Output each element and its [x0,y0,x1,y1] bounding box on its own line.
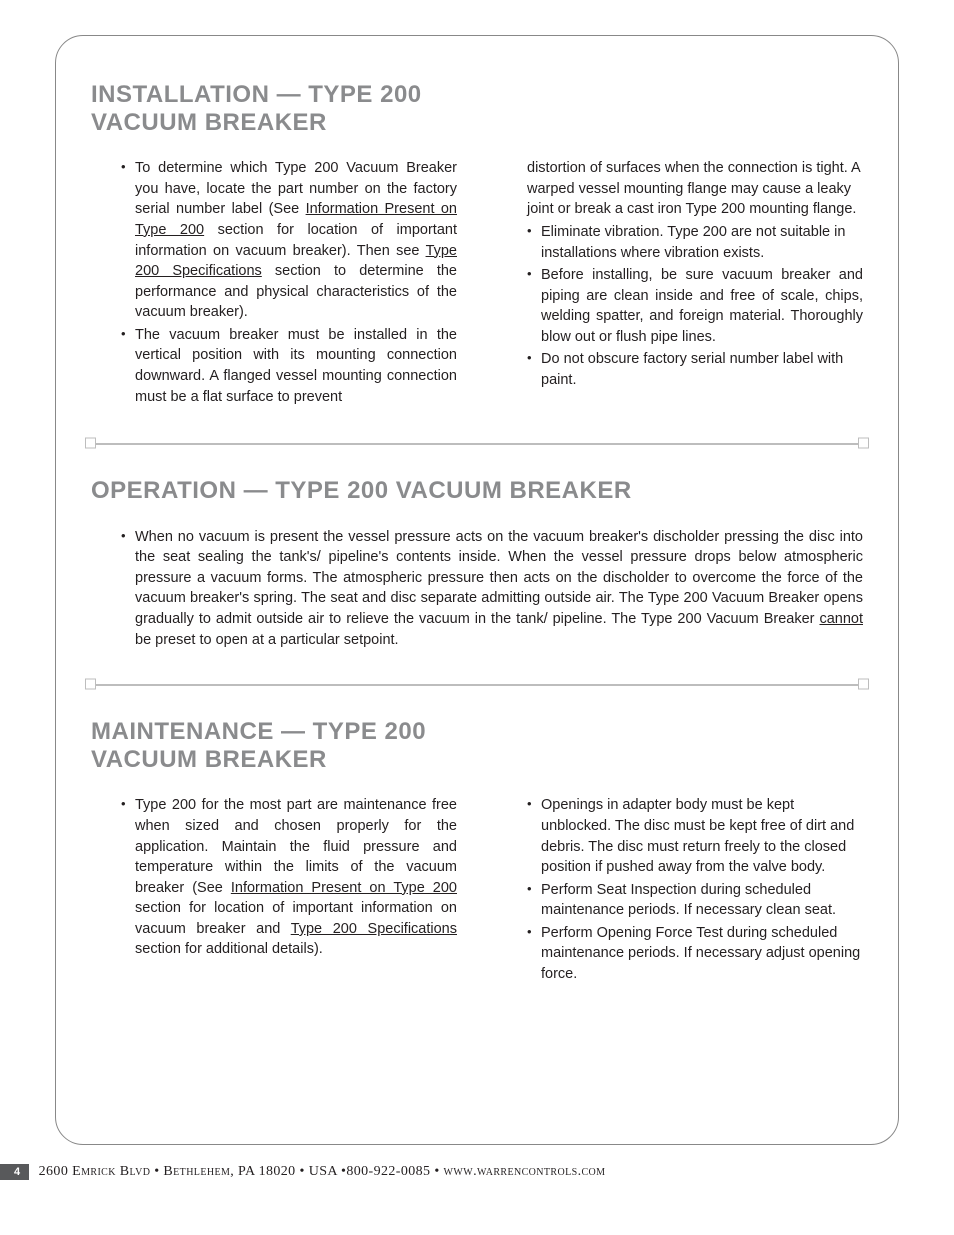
maintenance-title: MAINTENANCE — TYPE 200 VACUUM BREAKER [91,718,511,773]
list-item: Type 200 for the most part are maintenan… [121,795,457,960]
installation-title: INSTALLATION — TYPE 200 VACUUM BREAKER [91,81,511,136]
section-divider [85,678,869,690]
installation-col-right: distortion of surfaces when the connecti… [497,158,863,409]
installation-columns: To determine which Type 200 Vacuum Break… [91,158,863,409]
page-number-badge: 4 [0,1164,29,1180]
divider-square-icon [85,438,96,449]
divider-square-icon [85,679,96,690]
maintenance-columns: Type 200 for the most part are maintenan… [91,795,863,986]
page-frame: INSTALLATION — TYPE 200 VACUUM BREAKER T… [55,35,899,1145]
maintenance-right-list: Openings in adapter body must be kept un… [497,795,863,984]
installation-left-list: To determine which Type 200 Vacuum Break… [91,158,457,407]
operation-title: OPERATION — TYPE 200 VACUUM BREAKER [91,477,863,505]
list-item: Perform Seat Inspection during scheduled… [527,880,863,921]
list-item: The vacuum breaker must be installed in … [121,325,457,407]
installation-col-left: To determine which Type 200 Vacuum Break… [91,158,457,409]
maintenance-col-left: Type 200 for the most part are maintenan… [91,795,457,986]
divider-line [95,443,859,445]
page-footer: 4 2600 Emrick Blvd • Bethlehem, PA 18020… [0,1164,954,1180]
maintenance-section: MAINTENANCE — TYPE 200 VACUUM BREAKER Ty… [91,718,863,986]
list-item: Do not obscure factory serial number lab… [527,349,863,390]
maintenance-col-right: Openings in adapter body must be kept un… [497,795,863,986]
list-item: Perform Opening Force Test during schedu… [527,923,863,985]
operation-section: OPERATION — TYPE 200 VACUUM BREAKER When… [91,477,863,650]
list-item: To determine which Type 200 Vacuum Break… [121,158,457,323]
maintenance-left-list: Type 200 for the most part are maintenan… [91,795,457,960]
list-item-continuation: distortion of surfaces when the connecti… [527,158,863,220]
footer-address: 2600 Emrick Blvd • Bethlehem, PA 18020 •… [39,1164,606,1180]
list-item: When no vacuum is present the vessel pre… [121,527,863,650]
divider-line [95,684,859,686]
operation-body: When no vacuum is present the vessel pre… [91,527,863,650]
operation-list: When no vacuum is present the vessel pre… [91,527,863,650]
installation-section: INSTALLATION — TYPE 200 VACUUM BREAKER T… [91,81,863,409]
list-item: Before installing, be sure vacuum breake… [527,265,863,347]
divider-square-icon [858,679,869,690]
divider-square-icon [858,438,869,449]
list-item: Openings in adapter body must be kept un… [527,795,863,877]
section-divider [85,437,869,449]
list-item: Eliminate vibration. Type 200 are not su… [527,222,863,263]
installation-right-list: distortion of surfaces when the connecti… [497,158,863,390]
